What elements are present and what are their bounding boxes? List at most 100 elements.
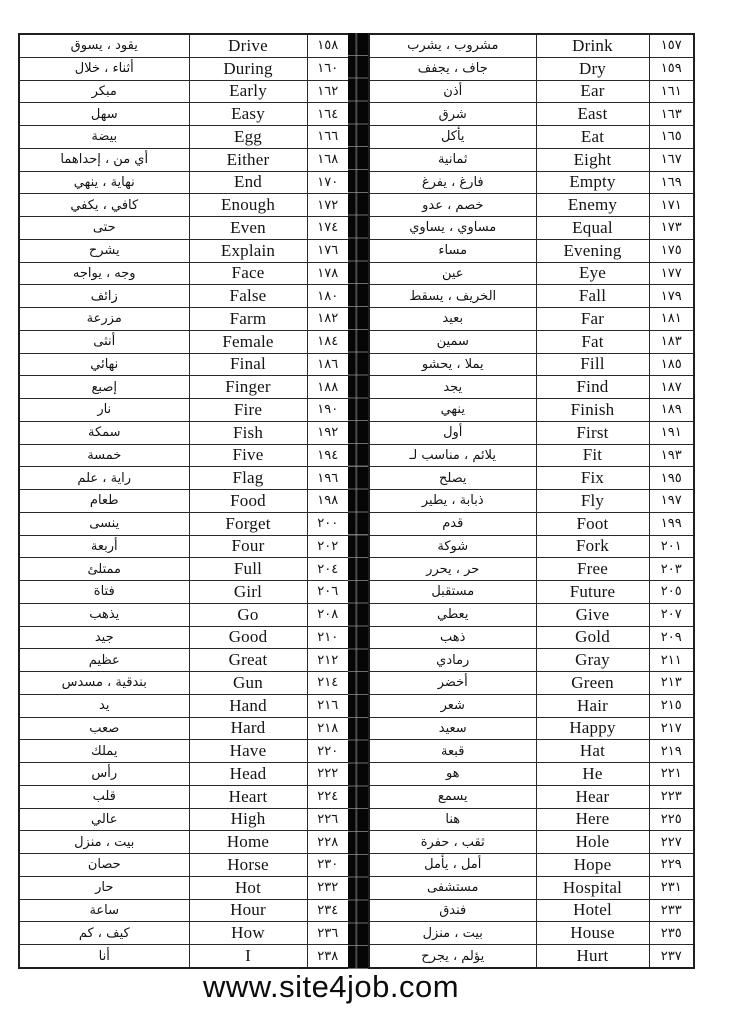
table-row: أمل ، يأمل Hope ٢٢٩ xyxy=(368,853,695,877)
table-row: أنثى Female ١٨٤ xyxy=(18,329,350,354)
arabic-cell: نهاية ، ينهي xyxy=(18,170,190,195)
english-cell: Easy xyxy=(188,102,308,127)
english-cell: Drink xyxy=(535,33,650,58)
english-cell: High xyxy=(188,807,308,832)
number-cell: ١٦٦ xyxy=(306,125,350,149)
table-row: سمكة Fish ١٩٢ xyxy=(18,420,350,445)
number-cell: ١٨٣ xyxy=(648,329,695,354)
number-cell: ١٦٢ xyxy=(306,79,350,104)
number-cell: ٢٢٤ xyxy=(306,784,350,809)
number-cell: ١٥٨ xyxy=(306,33,350,58)
table-row: فندق Hotel ٢٣٣ xyxy=(368,898,695,923)
number-cell: ١٧٧ xyxy=(648,261,695,286)
vocab-table-right: مشروب ، يشرب Drink ١٥٧ جاف ، يجفف Dry ١٥… xyxy=(368,33,695,969)
arabic-cell: حتى xyxy=(18,216,190,240)
number-cell: ٢٢٦ xyxy=(306,807,350,832)
number-cell: ٢٣٣ xyxy=(648,898,695,923)
number-cell: ٢٣٨ xyxy=(306,944,350,969)
english-cell: Future xyxy=(535,580,650,604)
english-cell: Early xyxy=(188,79,308,104)
table-row: مشروب ، يشرب Drink ١٥٧ xyxy=(368,33,695,58)
english-cell: Gun xyxy=(188,671,308,695)
table-row: بيت ، منزل Home ٢٢٨ xyxy=(18,830,350,855)
english-cell: Fly xyxy=(535,489,650,513)
number-cell: ٢٢١ xyxy=(648,762,695,786)
number-cell: ١٨١ xyxy=(648,307,695,331)
arabic-cell: قبعة xyxy=(368,739,537,764)
english-cell: Forget xyxy=(188,511,308,536)
english-cell: Fork xyxy=(535,534,650,559)
english-cell: Eat xyxy=(535,125,650,149)
english-cell: First xyxy=(535,420,650,445)
arabic-cell: حر ، يحرر xyxy=(368,557,537,582)
number-cell: ٢٣٧ xyxy=(648,944,695,969)
table-row: يؤلم ، يجرح Hurt ٢٣٧ xyxy=(368,944,695,969)
table-row: نهاية ، ينهي End ١٧٠ xyxy=(18,170,350,195)
english-cell: Hurt xyxy=(535,944,650,969)
number-cell: ٢٣١ xyxy=(648,875,695,900)
english-cell: Find xyxy=(535,375,650,400)
number-cell: ٢١٥ xyxy=(648,693,695,718)
number-cell: ١٦٥ xyxy=(648,125,695,149)
number-cell: ٢٢٩ xyxy=(648,853,695,877)
table-row: قلب Heart ٢٢٤ xyxy=(18,784,350,809)
number-cell: ٢٠٣ xyxy=(648,557,695,582)
english-cell: Drive xyxy=(188,33,308,58)
english-cell: Have xyxy=(188,739,308,764)
table-row: ذهب Gold ٢٠٩ xyxy=(368,625,695,650)
arabic-cell: ساعة xyxy=(18,898,190,923)
english-cell: Good xyxy=(188,625,308,650)
arabic-cell: جاف ، يجفف xyxy=(368,56,537,81)
vocab-table-right-body: مشروب ، يشرب Drink ١٥٧ جاف ، يجفف Dry ١٥… xyxy=(368,33,695,969)
arabic-cell: ممتلئ xyxy=(18,557,190,582)
table-row: نار Fire ١٩٠ xyxy=(18,398,350,422)
arabic-cell: يأكل xyxy=(368,125,537,149)
number-cell: ٢٣٥ xyxy=(648,921,695,946)
arabic-cell: يد xyxy=(18,693,190,718)
arabic-cell: ذهب xyxy=(368,625,537,650)
number-cell: ٢٠٧ xyxy=(648,602,695,627)
number-cell: ٢١٩ xyxy=(648,739,695,764)
english-cell: Go xyxy=(188,602,308,627)
english-cell: Fat xyxy=(535,329,650,354)
arabic-cell: أثناء ، خلال xyxy=(18,56,190,81)
english-cell: Ear xyxy=(535,79,650,104)
number-cell: ١٩٥ xyxy=(648,466,695,491)
english-cell: Gold xyxy=(535,625,650,650)
table-row: رمادي Gray ٢١١ xyxy=(368,648,695,673)
number-cell: ٢٣٢ xyxy=(306,875,350,900)
table-row: ثقب ، حفرة Hole ٢٢٧ xyxy=(368,830,695,855)
table-row: عظيم Great ٢١٢ xyxy=(18,648,350,673)
arabic-cell: مساء xyxy=(368,238,537,263)
arabic-cell: وجه ، يواجه xyxy=(18,261,190,286)
arabic-cell: فتاة xyxy=(18,580,190,604)
arabic-cell: بندقية ، مسدس xyxy=(18,671,190,695)
number-cell: ٢٣٠ xyxy=(306,853,350,877)
arabic-cell: خمسة xyxy=(18,443,190,468)
table-row: خصم ، عدو Enemy ١٧١ xyxy=(368,193,695,218)
number-cell: ٢١٦ xyxy=(306,693,350,718)
number-cell: ١٩٠ xyxy=(306,398,350,422)
arabic-cell: الخريف ، يسقط xyxy=(368,284,537,309)
table-row: عين Eye ١٧٧ xyxy=(368,261,695,286)
number-cell: ١٦٨ xyxy=(306,147,350,172)
table-row: حار Hot ٢٣٢ xyxy=(18,875,350,900)
number-cell: ٢١٤ xyxy=(306,671,350,695)
table-row: مزرعة Farm ١٨٢ xyxy=(18,307,350,331)
table-row: كافي ، يكفي Enough ١٧٢ xyxy=(18,193,350,218)
vocab-table-right-grid: مشروب ، يشرب Drink ١٥٧ جاف ، يجفف Dry ١٥… xyxy=(368,33,695,969)
number-cell: ١٨٠ xyxy=(306,284,350,309)
table-row: أول First ١٩١ xyxy=(368,420,695,445)
vocab-table-left-grid: يقود ، يسوق Drive ١٥٨ أثناء ، خلال Durin… xyxy=(18,33,350,969)
english-cell: Female xyxy=(188,329,308,354)
english-cell: End xyxy=(188,170,308,195)
arabic-cell: فارغ ، يفرغ xyxy=(368,170,537,195)
english-cell: Eye xyxy=(535,261,650,286)
arabic-cell: يصلح xyxy=(368,466,537,491)
english-cell: Give xyxy=(535,602,650,627)
table-row: شعر Hair ٢١٥ xyxy=(368,693,695,718)
table-row: خمسة Five ١٩٤ xyxy=(18,443,350,468)
arabic-cell: زائف xyxy=(18,284,190,309)
english-cell: He xyxy=(535,762,650,786)
number-cell: ١٧٤ xyxy=(306,216,350,240)
